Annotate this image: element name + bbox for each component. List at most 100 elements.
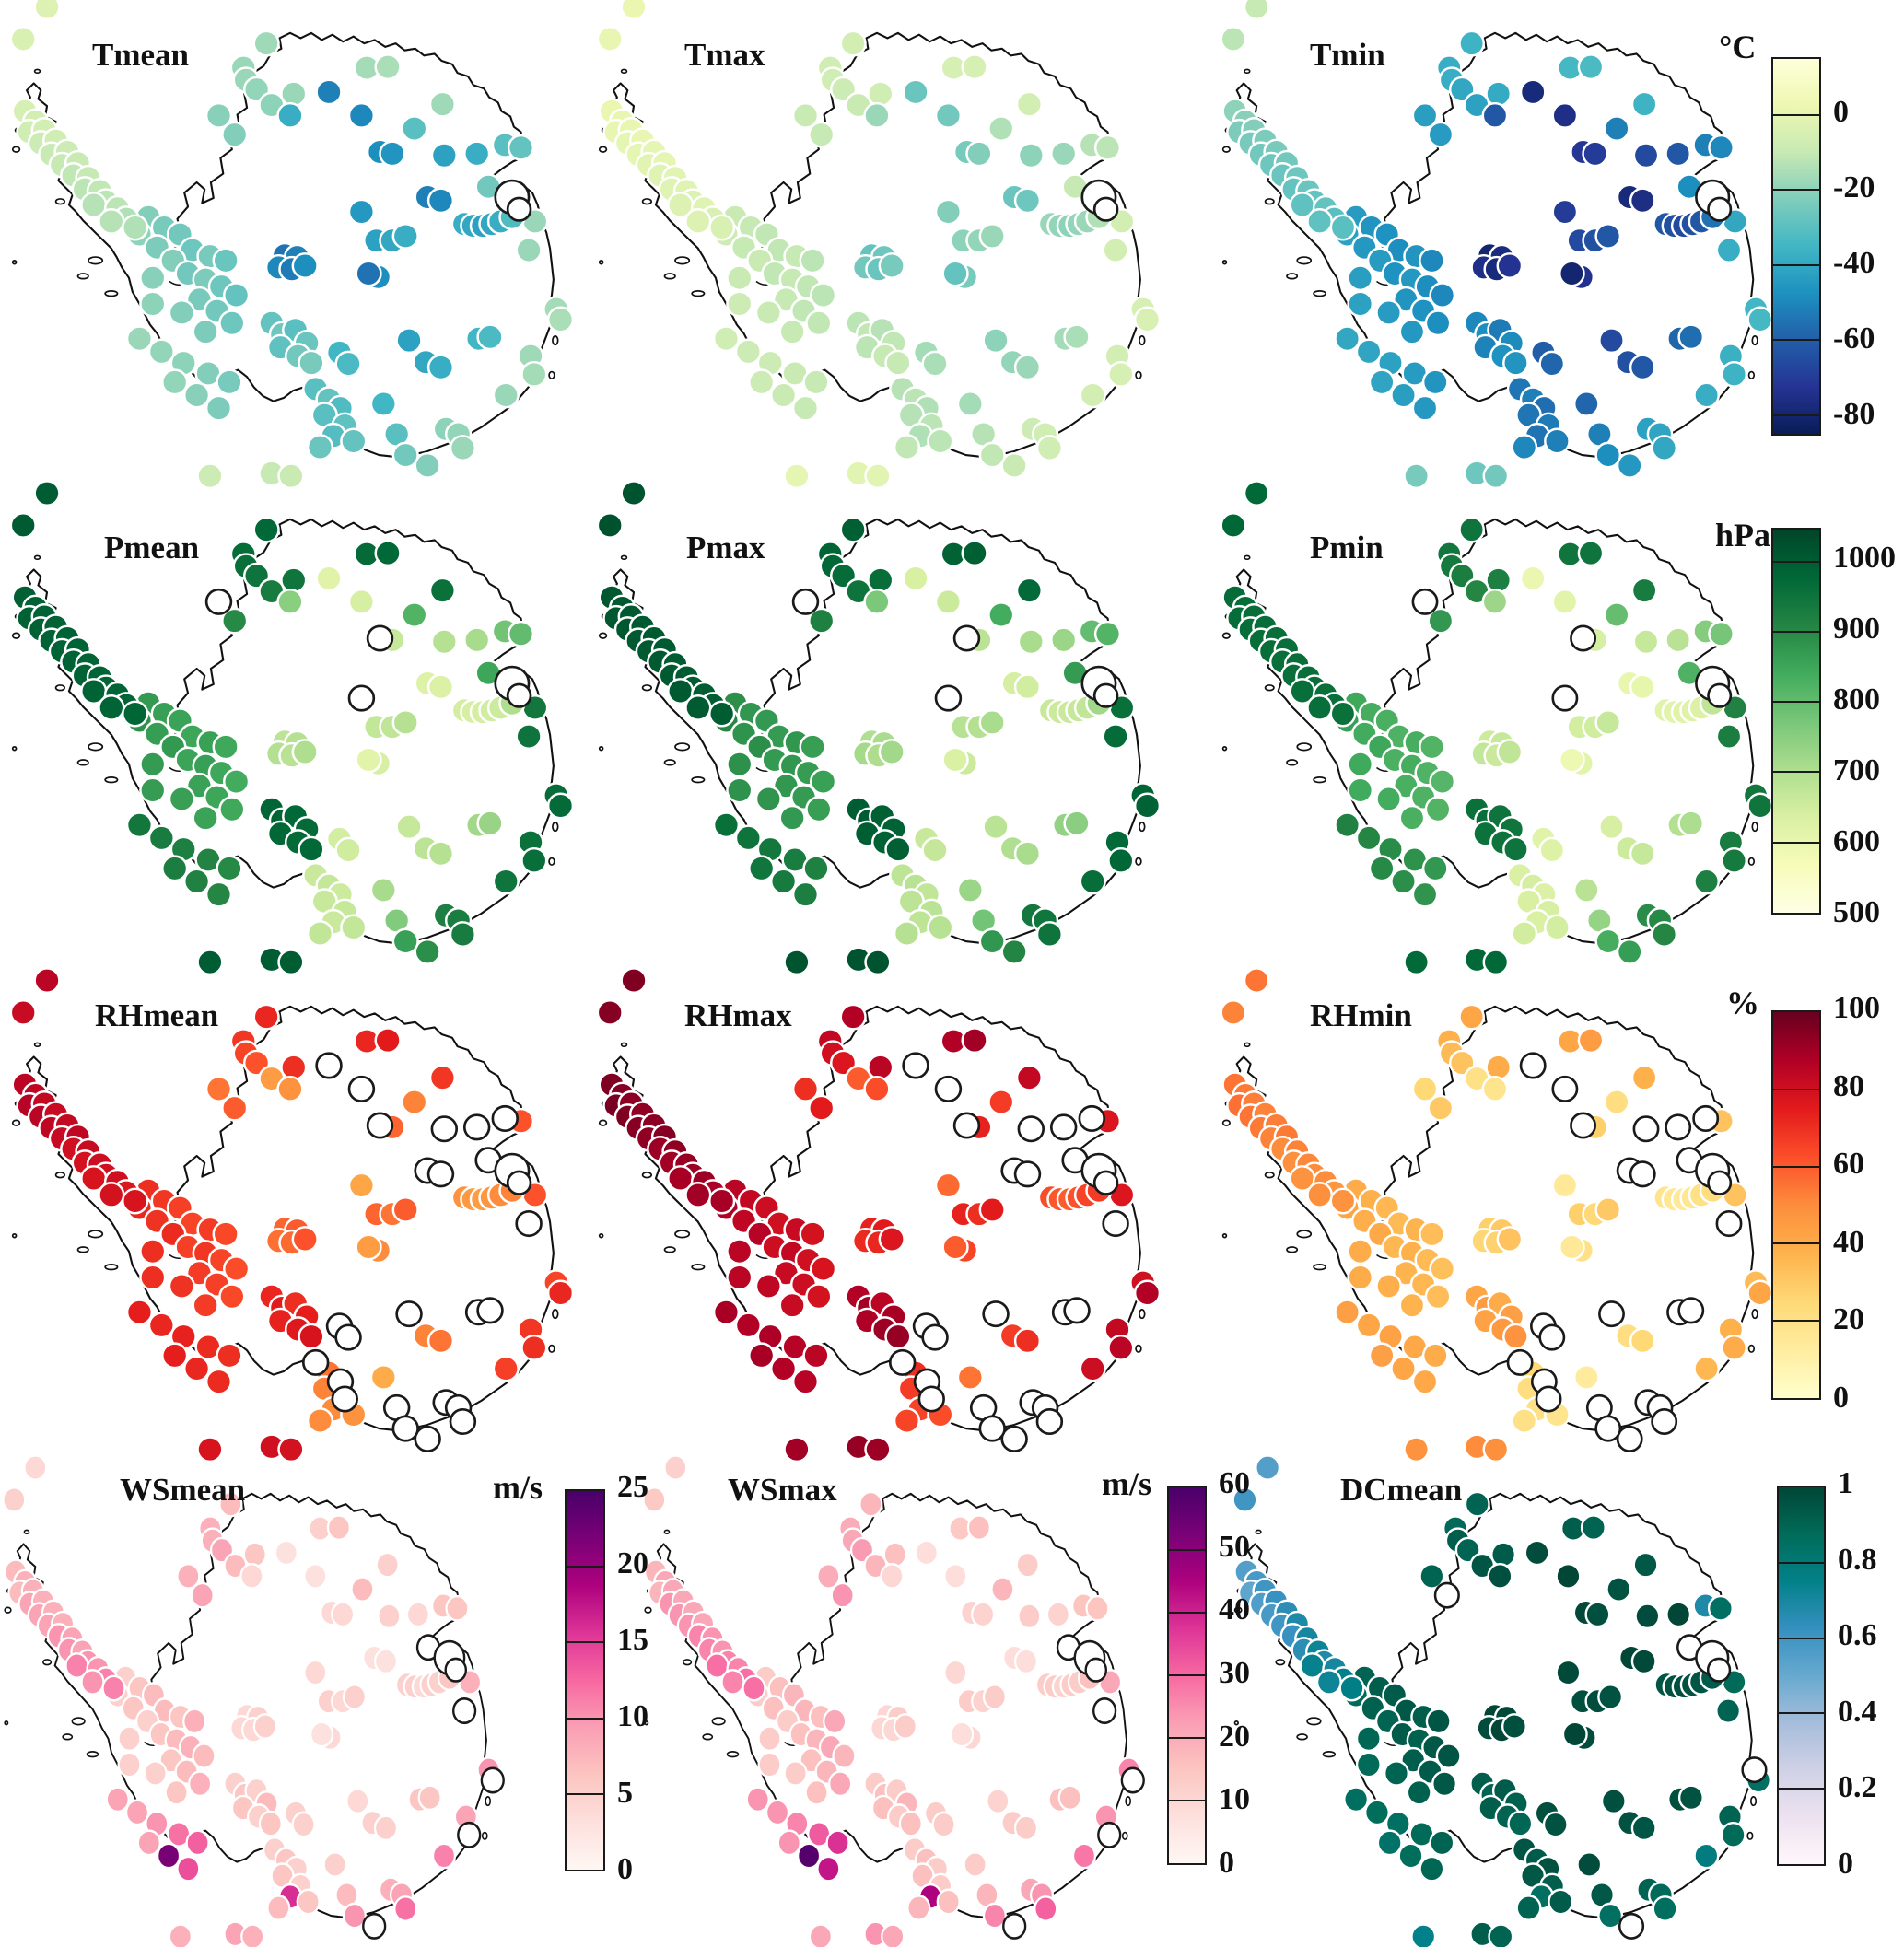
station-dot [982,813,1010,841]
island-outline [1221,1119,1231,1126]
panel-title-pmean: Pmean [104,530,200,565]
station-dot [1063,323,1091,351]
island-outline [54,684,66,692]
station-dot [745,1786,770,1813]
station-dot-nodata [902,1052,929,1079]
map-panel-tmean: Tmean [7,0,575,490]
station-dot [277,1436,305,1463]
station-dot [296,1888,321,1916]
colorbar-tick-line [1773,771,1819,774]
station-dot [143,1760,168,1787]
station-dot-nodata [1707,1170,1733,1195]
island-outline [1749,1796,1758,1807]
station-dot [726,290,753,318]
station-dot [168,299,195,326]
station-dot [428,577,457,604]
station-dot [1600,1788,1627,1815]
station-dot [492,868,520,895]
station-dot [978,1196,1006,1223]
station-dot [791,101,820,129]
station-dot [1419,1562,1445,1590]
station-dot [1334,811,1361,839]
station-dot [1511,434,1538,461]
station-dot-nodata [1092,196,1119,222]
station-dot [98,1182,125,1208]
station-dot [1524,1539,1550,1567]
station-dot-nodata [347,684,376,712]
island-outline [641,198,653,205]
station-dot [196,1436,224,1463]
colorbar-tick-line [1773,114,1819,117]
station-dot-nodata [362,1912,387,1940]
station-dot [642,1486,667,1513]
station-dot [1544,427,1571,455]
station-dot [1306,208,1333,235]
station-dot [168,786,195,812]
station-dot-nodata [1632,1115,1660,1143]
island-outline [663,1246,676,1253]
station-dot-nodata [1433,1581,1460,1609]
map-panel-wsmax: WSmax [640,1454,1145,1947]
station-dot [1603,1089,1630,1115]
island-outline [1296,742,1313,752]
station-dot [1329,214,1357,241]
station-dot [430,628,458,656]
station-dot [799,733,826,761]
station-dot [791,1368,820,1395]
map-panel-dcmean: DCmean [1230,1454,1772,1947]
station-dot [122,214,149,241]
station-dot [431,1842,457,1870]
island-outline [1286,1246,1299,1253]
station-dot [1458,29,1485,57]
station-dot [139,751,167,778]
station-dot [1427,121,1454,148]
station-dot [350,1576,375,1603]
station-dot [757,1725,782,1753]
station-dot [1572,877,1600,904]
island-outline [1751,822,1758,833]
station-dot [978,709,1006,736]
antarctica-map-wsmean [2,1454,505,1947]
island-outline [1296,256,1313,265]
station-dot [176,1855,201,1883]
station-dot [863,101,891,129]
station-dot [726,776,753,804]
colorbar-tick-label: -80 [1833,397,1875,432]
station-dot [1693,868,1720,895]
station-dot [978,441,1006,469]
station-dot [204,880,233,908]
island-outline [33,1042,41,1048]
island-outline [11,146,21,153]
station-dot [192,318,219,345]
station-dot [1035,435,1064,461]
island-outline [23,1529,30,1535]
station-dot [1419,733,1445,761]
colorbar-tick-line [567,1792,603,1795]
station-dot [1559,746,1585,774]
station-dot [520,1334,548,1361]
station-dot [1598,327,1625,355]
island-outline [1264,198,1275,205]
island-outline [1121,1831,1128,1840]
station-dot [1102,237,1129,263]
station-dot [620,0,648,20]
island-outline [598,146,608,153]
station-dot [956,877,984,904]
station-dot [185,1829,210,1857]
station-dot [168,1273,195,1300]
station-dot [965,140,993,168]
station-dot-nodata [1063,1297,1091,1324]
station-dot [816,1855,841,1883]
island-outline [1221,1233,1228,1239]
island-outline [88,742,104,752]
station-dot [161,1342,189,1370]
station-dot [117,1751,142,1778]
station-dot [369,391,397,417]
station-dot [355,746,382,774]
station-dot [1243,480,1270,507]
panel-title-wsmean: WSmean [120,1472,246,1508]
colorbar-pressure [1771,528,1821,915]
station-dot [867,1054,894,1081]
station-dot [1017,1603,1042,1630]
colorbar-tick-line [1169,1674,1205,1676]
